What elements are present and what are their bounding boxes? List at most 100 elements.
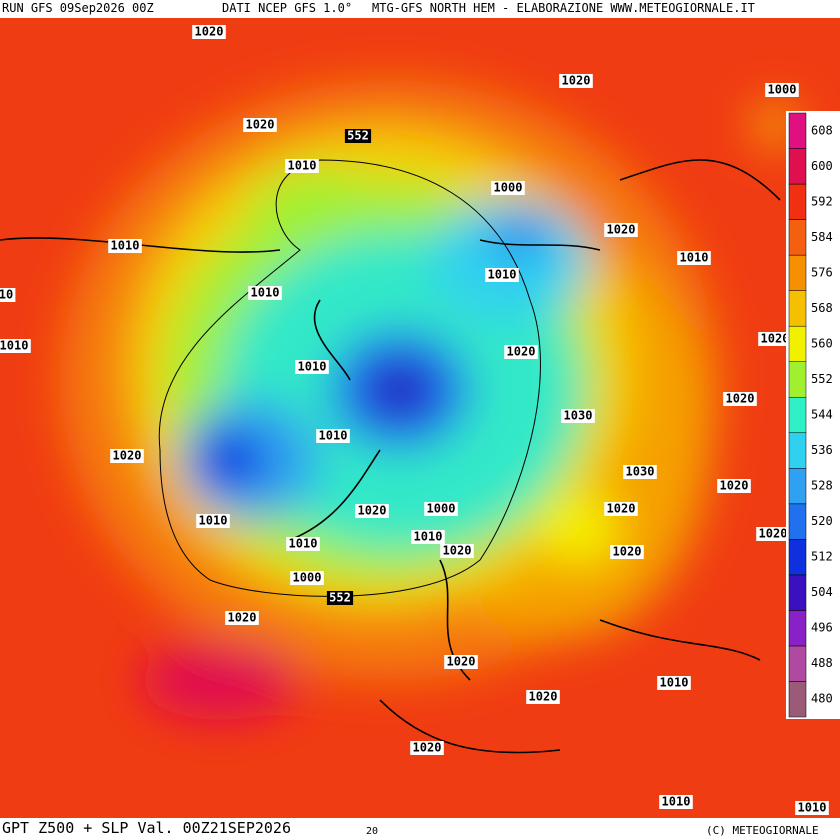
isobar-label: 1010 <box>251 286 280 300</box>
isobar-label: 1020 <box>726 392 755 406</box>
isobar-label: 1020 <box>613 545 642 559</box>
isobar-label: 1000 <box>768 83 797 97</box>
colorbar-swatch <box>788 396 807 434</box>
isobar-label: 1010 <box>289 537 318 551</box>
colorbar-label: 520 <box>811 514 833 528</box>
colorbar-swatch <box>788 361 807 398</box>
isobar-label: 1020 <box>246 118 275 132</box>
colorbar-swatch <box>788 219 807 256</box>
isobar-label-box <box>485 268 519 282</box>
isobar-label-box <box>444 655 478 669</box>
isobar-label: 1020 <box>759 527 788 541</box>
colorbar-label: 480 <box>811 692 833 706</box>
isobar-label-box <box>243 118 277 132</box>
colorbar-swatch <box>788 254 807 291</box>
isobar-label-box <box>108 239 142 253</box>
isobar-label-box <box>424 502 458 516</box>
isobar-label-box <box>285 159 319 173</box>
isobar-label: 1010 <box>298 360 327 374</box>
colorbar-swatch <box>788 610 807 647</box>
header-source: DATI NCEP GFS 1.0° <box>222 1 352 15</box>
isobar-label-box <box>504 345 538 359</box>
isobar-label-box <box>290 571 324 585</box>
isobar-label-box <box>604 502 638 516</box>
isobar-label: 1030 <box>564 409 593 423</box>
colorbar-swatch <box>788 112 807 149</box>
colorbar-label: 496 <box>811 621 833 635</box>
isobar-label-box <box>0 339 31 353</box>
isobar-label: 10 <box>0 288 13 302</box>
isobar-label-box <box>604 223 638 237</box>
isobar-label: 1010 <box>798 801 827 815</box>
isobar-label: 1020 <box>720 479 749 493</box>
isobar-label: 1010 <box>111 239 140 253</box>
copyright: (C) METEOGIORNALE <box>706 824 819 837</box>
isobar-label-box <box>326 591 354 605</box>
isobar-label: 1010 <box>414 530 443 544</box>
colorbar-swatch <box>788 183 807 220</box>
isobar-label: 1020 <box>413 741 442 755</box>
colorbar-swatch <box>788 432 807 469</box>
colorbar-label: 600 <box>811 159 833 173</box>
colorbar-swatch <box>788 290 807 327</box>
isobar-label-box <box>677 251 711 265</box>
isobar-label: 1010 <box>680 251 709 265</box>
colorbar-label: 552 <box>811 372 833 386</box>
isobar-label-box <box>316 429 350 443</box>
isobar-label-box <box>561 409 595 423</box>
colorbar-label: 560 <box>811 336 833 350</box>
isobar-label: 1020 <box>562 74 591 88</box>
isobar-label: 1020 <box>529 690 558 704</box>
field <box>0 18 840 818</box>
isobar-label-box <box>295 360 329 374</box>
isobar-label-box <box>355 504 389 518</box>
contour-552 <box>158 159 541 597</box>
isobar-label: 1010 <box>662 795 691 809</box>
isobar-label-box <box>610 545 644 559</box>
isobar-label: 1020 <box>607 502 636 516</box>
isobar-label-box <box>192 25 226 39</box>
colorbar-label: 536 <box>811 443 833 457</box>
isobar-label: 1020 <box>447 655 476 669</box>
isobar-label-box <box>659 795 693 809</box>
isobar-label: 1020 <box>607 223 636 237</box>
isobar-label-box <box>526 690 560 704</box>
colorbar-swatch <box>788 539 807 576</box>
isobar-label: 1020 <box>761 332 790 346</box>
isobar-label: 1030 <box>626 465 655 479</box>
colorbar-swatch <box>788 503 807 540</box>
colorbar-label: 544 <box>811 408 833 422</box>
isobar-labels: 1020102010001020552101010001020101010101… <box>0 25 829 815</box>
header-run: RUN GFS 09Sep2026 00Z <box>2 1 154 15</box>
isobar-label: 552 <box>329 591 351 605</box>
colorbar-label: 504 <box>811 585 833 599</box>
colorbar-swatch <box>788 325 807 362</box>
colorbar-label: 488 <box>811 656 833 670</box>
isobar-label-box <box>491 181 525 195</box>
isobar-label: 1010 <box>488 268 517 282</box>
isobar-label: 1010 <box>288 159 317 173</box>
isobar-label-box <box>559 74 593 88</box>
colorbar-swatch <box>788 574 807 611</box>
copyright-box <box>700 820 840 840</box>
isobar-label-box <box>225 611 259 625</box>
isobar-label: 552 <box>347 129 369 143</box>
isobar-label-box <box>411 530 445 544</box>
isobar-label-box <box>344 129 372 143</box>
colorbar-label: 512 <box>811 550 833 564</box>
isobar-label-box <box>657 676 691 690</box>
isobar-label: 1000 <box>293 571 322 585</box>
colorbar-swatch <box>788 468 807 505</box>
isobar-label-box <box>795 801 829 815</box>
header-credit: MTG-GFS NORTH HEM - ELABORAZIONE WWW.MET… <box>372 1 755 15</box>
isobar-label: 1000 <box>427 502 456 516</box>
isobar-label-box <box>723 392 757 406</box>
isobar-label: 1020 <box>113 449 142 463</box>
isobar-label: 1000 <box>494 181 523 195</box>
isobar-label-box <box>410 741 444 755</box>
colorbar-label: 584 <box>811 230 833 244</box>
isobar-label-box <box>765 83 799 97</box>
colorbar-swatch <box>788 148 807 185</box>
isobar-label: 1020 <box>228 611 257 625</box>
